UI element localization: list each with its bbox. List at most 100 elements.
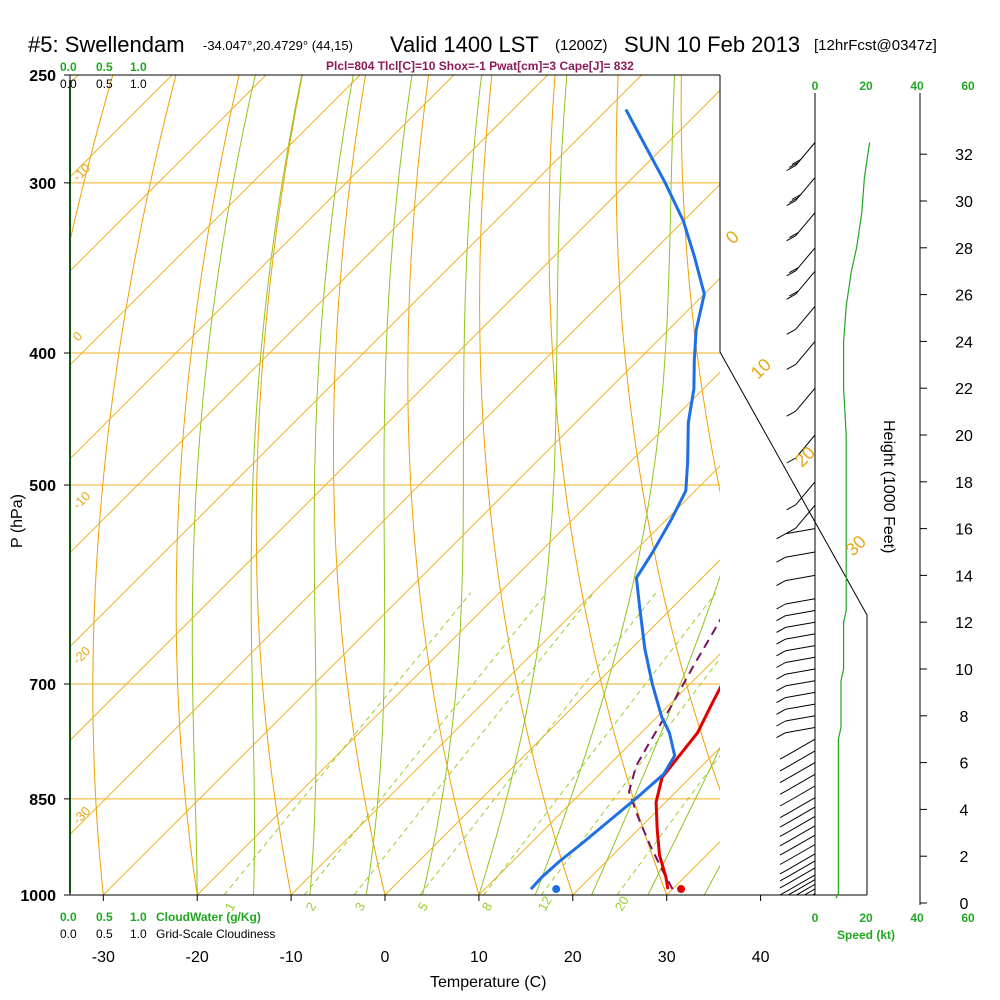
- wind-barb: [811, 893, 816, 895]
- dry-adiabat: [479, 75, 574, 895]
- wind-barb: [779, 860, 816, 882]
- isotherm-label: -30: [70, 803, 94, 827]
- wind-barb: [776, 703, 816, 715]
- dry-adiabat: [407, 75, 480, 895]
- height-tick-label: 8: [960, 709, 969, 726]
- dry-adiabat: [680, 75, 720, 494]
- wind-barb: [776, 633, 816, 645]
- sounding-profiles: [529, 108, 720, 894]
- wind-barb: [779, 797, 816, 819]
- height-tick-label: 2: [960, 849, 969, 866]
- wind-barb: [786, 504, 816, 534]
- isotherm: [384, 559, 720, 895]
- wind-barb: [776, 551, 816, 563]
- wind-barb: [779, 806, 816, 828]
- x-tick-label: 20: [564, 949, 582, 966]
- speed-scale-bottom: 0 20 40 60: [812, 911, 975, 925]
- height-tick-label: 10: [955, 662, 973, 679]
- forecast-info: [12hrFcst@0347z]: [814, 37, 937, 54]
- y-axis-ticks: 250 300 400 500 700 850 1000: [20, 68, 70, 905]
- moist-adiabat: [647, 747, 720, 895]
- mixing-ratio-label: 2: [303, 900, 320, 914]
- mixing-ratio-label: 20: [612, 893, 632, 913]
- cloud-scale-top-2: 1.0: [130, 60, 147, 74]
- surface-temperature-dot: [677, 885, 686, 894]
- wind-barbs: [776, 142, 816, 918]
- cloud-scale-bottom: 0.0 0.5 1.0 CloudWater (g/Kg) 0.0 0.5 1.…: [60, 910, 275, 941]
- wind-barb: [786, 270, 816, 300]
- cloud-scale-top-0: 0.0: [60, 60, 77, 74]
- wind-barb: [803, 888, 816, 895]
- x-tick-label: 40: [752, 949, 770, 966]
- wind-barb: [776, 574, 816, 587]
- cloud-scale-bottom-2: 1.0: [130, 910, 147, 924]
- x-tick-label: 10: [470, 949, 488, 966]
- mixing-ratio-line: [540, 657, 720, 895]
- wind-barb: [776, 528, 816, 540]
- wind-speed-line: [835, 142, 871, 899]
- speed-tick-bottom: 20: [859, 911, 873, 925]
- wind-barb: [786, 341, 816, 370]
- cloud-scale-bottom2-1: 0.5: [96, 927, 113, 941]
- wind-barb: [787, 879, 816, 895]
- wind-barb: [779, 815, 816, 837]
- wind-barb: [779, 825, 816, 847]
- dewpoint-trace: [529, 108, 706, 891]
- wind-barb: [779, 738, 816, 760]
- cloud-scale-bottom-0: 0.0: [60, 910, 77, 924]
- wind-barb: [779, 853, 816, 875]
- background-lines: [70, 75, 1000, 895]
- wind-barb: [780, 898, 815, 918]
- isotherm-label: 0: [70, 328, 86, 344]
- speed-tick-bottom: 0: [812, 911, 819, 925]
- speed-tick-top: 60: [961, 79, 975, 93]
- cloudwater-label: CloudWater (g/Kg): [156, 910, 261, 924]
- wind-barb: [786, 212, 816, 242]
- moist-adiabat: [309, 75, 354, 895]
- dry-adiabat: [92, 75, 177, 895]
- x-axis-label: Temperature (C): [430, 974, 546, 991]
- x-axis-ticks: -30 -20 -10 0 10 20 30 40: [92, 895, 770, 966]
- isotherm: [572, 747, 720, 895]
- x-tick-label: 0: [381, 949, 390, 966]
- y-tick-label: 300: [29, 176, 56, 193]
- moist-adiabat: [365, 75, 413, 895]
- wind-barb: [786, 247, 816, 277]
- y-axis-label: P (hPa): [9, 494, 26, 548]
- wind-barb: [786, 142, 816, 171]
- wind-barb: [776, 656, 816, 668]
- height-tick-label: 26: [955, 288, 973, 305]
- wind-barb: [776, 621, 816, 633]
- x-tick-label: 30: [658, 949, 676, 966]
- isotherm: [855, 75, 1000, 895]
- cloud-scale-bottom2-2: 1.0: [130, 927, 147, 941]
- wind-barb: [776, 680, 816, 692]
- wind-barb: [779, 750, 816, 772]
- y-tick-label: 250: [29, 68, 56, 85]
- moist-adiabat: [478, 75, 568, 895]
- x-tick-label: -20: [186, 949, 209, 966]
- height-tick-label: 0: [960, 896, 969, 913]
- chart-header: #5: Swellendam -34.047°,20.4729° (44,15)…: [28, 32, 937, 73]
- valid-time: Valid 1400 LST: [390, 32, 539, 57]
- moist-adiabat: [191, 75, 256, 895]
- height-tick-label: 24: [955, 334, 973, 351]
- cloud-scale-bottom-1: 0.5: [96, 910, 113, 924]
- wind-barb: [776, 691, 816, 704]
- wind-barb: [786, 481, 816, 511]
- mixing-ratio-line: [616, 754, 720, 895]
- station-title: #5: Swellendam: [28, 32, 185, 57]
- wind-barb: [776, 727, 816, 739]
- wind-panel: [776, 93, 871, 918]
- cloud-scale-top-1: 0.5: [96, 60, 113, 74]
- cloud-scale-top2-2: 1.0: [130, 77, 147, 91]
- height-axis-label: Height (1000 Feet): [880, 420, 897, 553]
- wind-barb: [786, 305, 816, 335]
- isotherm-label: -20: [70, 643, 94, 667]
- dry-adiabat: [255, 75, 303, 895]
- cloud-scale-top2-1: 0.5: [96, 77, 113, 91]
- cloud-scale-top2-0: 0.0: [60, 77, 77, 91]
- wind-barb: [776, 715, 816, 727]
